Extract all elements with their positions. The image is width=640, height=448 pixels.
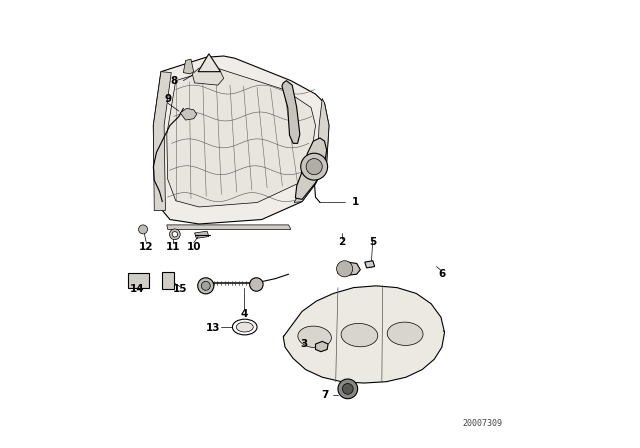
Polygon shape <box>284 286 445 383</box>
Circle shape <box>338 379 358 399</box>
Polygon shape <box>316 341 328 352</box>
Text: 5: 5 <box>369 237 376 247</box>
Text: 3: 3 <box>301 339 308 349</box>
Polygon shape <box>365 261 374 268</box>
Polygon shape <box>184 59 194 74</box>
Polygon shape <box>198 54 221 72</box>
Polygon shape <box>192 68 224 85</box>
Text: 11: 11 <box>166 242 180 252</box>
Polygon shape <box>128 273 149 288</box>
Polygon shape <box>195 231 209 238</box>
Ellipse shape <box>387 322 423 345</box>
Text: 12: 12 <box>139 242 154 252</box>
Ellipse shape <box>232 319 257 335</box>
Circle shape <box>139 225 148 234</box>
Text: 10: 10 <box>186 242 201 252</box>
Circle shape <box>306 159 323 175</box>
Ellipse shape <box>341 323 378 347</box>
Circle shape <box>172 232 177 237</box>
Text: 15: 15 <box>173 284 188 294</box>
Polygon shape <box>154 72 172 211</box>
Text: 2: 2 <box>338 237 345 247</box>
Circle shape <box>170 229 180 240</box>
Text: 20007309: 20007309 <box>462 419 502 428</box>
Circle shape <box>337 261 353 277</box>
Polygon shape <box>167 225 291 229</box>
Polygon shape <box>338 262 360 276</box>
Circle shape <box>250 278 263 291</box>
Polygon shape <box>296 138 327 199</box>
Text: 14: 14 <box>130 284 145 294</box>
Text: 13: 13 <box>206 323 221 333</box>
Ellipse shape <box>236 322 253 332</box>
Text: 6: 6 <box>438 269 445 279</box>
Text: 7: 7 <box>321 390 328 400</box>
Circle shape <box>301 153 328 180</box>
Circle shape <box>342 383 353 394</box>
Polygon shape <box>167 68 316 207</box>
Polygon shape <box>180 108 197 120</box>
Text: 1: 1 <box>351 197 358 207</box>
Polygon shape <box>282 81 300 143</box>
Polygon shape <box>294 99 329 202</box>
Ellipse shape <box>298 326 332 348</box>
Text: 8: 8 <box>171 76 178 86</box>
Polygon shape <box>163 272 174 289</box>
Text: 4: 4 <box>240 310 248 319</box>
Text: 9: 9 <box>164 95 172 104</box>
Polygon shape <box>154 56 329 224</box>
Circle shape <box>198 278 214 294</box>
Circle shape <box>201 281 210 290</box>
